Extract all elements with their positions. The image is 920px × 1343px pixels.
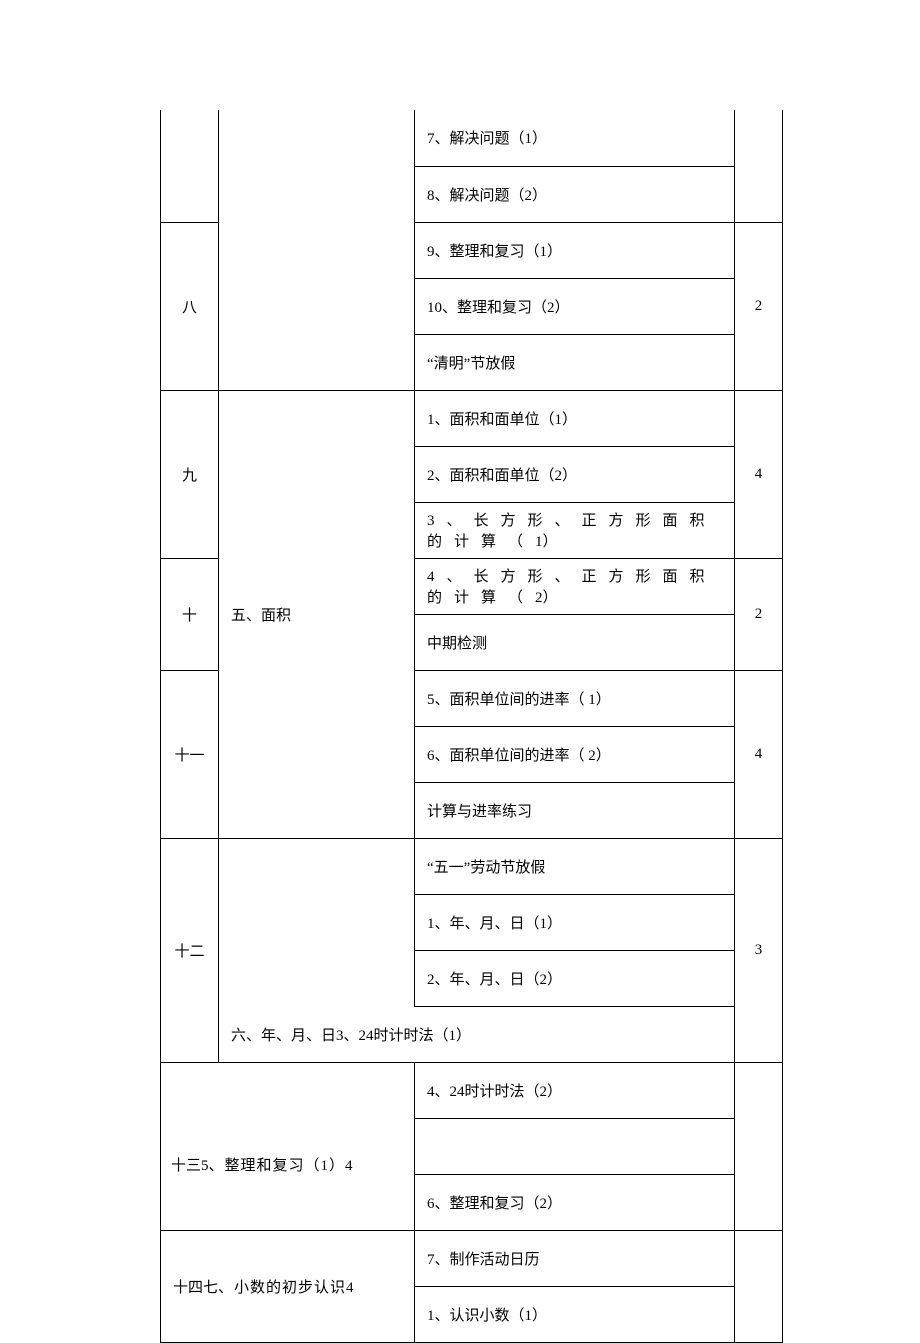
hours-cell: 4 xyxy=(735,670,783,838)
table-row: 4、24时计时法（2） xyxy=(161,1062,783,1118)
week-text-a: 十四七 xyxy=(173,1280,218,1296)
hours-cell xyxy=(735,1062,783,1230)
hours-cell: 4 xyxy=(735,390,783,558)
unit-cell: 六、年、月、日3、24时计时法（1） xyxy=(219,1006,735,1062)
lesson-cell: 5、面积单位间的进率（ 1） xyxy=(415,670,735,726)
lesson-text-b: 1） xyxy=(535,534,558,550)
unit-cell: 五、面积 xyxy=(219,390,415,838)
table-row: 十三5、整理和复习（1）4 6、整理和复习（2） xyxy=(161,1174,783,1230)
table-row: 十四七、小数的初步认识4 7、制作活动日历 xyxy=(161,1230,783,1286)
lesson-cell: 计算与进率练习 xyxy=(415,782,735,838)
lesson-cell xyxy=(415,1118,735,1174)
table-row: 7、解决问题（1） xyxy=(161,110,783,166)
week-cell: 十一 xyxy=(161,670,219,838)
lesson-text-a: 3、长方形、正方形面积的计算（ xyxy=(427,513,717,550)
unit-cell xyxy=(219,222,415,390)
lesson-text-b: 2） xyxy=(535,590,558,606)
table-row: 九 五、面积 1、面积和面单位（1） 4 xyxy=(161,390,783,446)
lesson-cell: 中期检测 xyxy=(415,614,735,670)
table-row: 十二 “五一”劳动节放假 3 xyxy=(161,838,783,894)
week-text-b: 、小数的初步认识4 xyxy=(218,1280,355,1296)
lesson-cell: 3、长方形、正方形面积的计算（1） xyxy=(415,502,735,558)
lesson-cell: 2、年、月、日（2） xyxy=(415,950,735,1006)
lesson-cell: 1、认识小数（1） xyxy=(415,1286,735,1342)
lesson-cell: 6、面积单位间的进率（ 2） xyxy=(415,726,735,782)
lesson-cell: 7、解决问题（1） xyxy=(415,110,735,166)
page: 7、解决问题（1） 8、解决问题（2） 八 9、整理和复习（1） 2 10、整理… xyxy=(0,0,920,1303)
lesson-cell: 10、整理和复习（2） xyxy=(415,278,735,334)
week-cell: 八 xyxy=(161,222,219,390)
hours-cell: 3 xyxy=(735,838,783,1062)
lesson-cell: 6、整理和复习（2） xyxy=(415,1174,735,1230)
lesson-cell: 4、长方形、正方形面积的计算（2） xyxy=(415,558,735,614)
week-cell: 九 xyxy=(161,390,219,558)
lesson-cell: “清明”节放假 xyxy=(415,334,735,390)
lesson-cell: 9、整理和复习（1） xyxy=(415,222,735,278)
hours-cell: 2 xyxy=(735,222,783,390)
schedule-table: 7、解决问题（1） 8、解决问题（2） 八 9、整理和复习（1） 2 10、整理… xyxy=(160,110,783,1343)
week-text-a: 十三5 xyxy=(171,1158,209,1174)
table-row: 八 9、整理和复习（1） 2 xyxy=(161,222,783,278)
week-cell xyxy=(161,110,219,222)
lesson-cell: 2、面积和面单位（2） xyxy=(415,446,735,502)
hours-cell: 2 xyxy=(735,558,783,670)
week-cell: 十二 xyxy=(161,838,219,1062)
unit-cell xyxy=(219,838,415,1006)
hours-cell xyxy=(735,110,783,222)
unit-cell xyxy=(219,110,415,222)
lesson-text-a: 4、长方形、正方形面积的计算（ xyxy=(427,569,717,606)
week-cell: 十三5、整理和复习（1）4 xyxy=(161,1174,415,1230)
week-cell: 十四七、小数的初步认识4 xyxy=(161,1230,415,1342)
week-cell: 十 xyxy=(161,558,219,670)
lesson-cell: 4、24时计时法（2） xyxy=(415,1062,735,1118)
lesson-cell: 1、年、月、日（1） xyxy=(415,894,735,950)
lesson-cell: 1、面积和面单位（1） xyxy=(415,390,735,446)
hours-cell xyxy=(735,1230,783,1342)
week-text-b: 、整理和复习（1）4 xyxy=(209,1158,354,1174)
lesson-cell: 8、解决问题（2） xyxy=(415,166,735,222)
lesson-cell: 7、制作活动日历 xyxy=(415,1230,735,1286)
table-row: 六、年、月、日3、24时计时法（1） xyxy=(161,1006,783,1062)
lesson-cell: “五一”劳动节放假 xyxy=(415,838,735,894)
